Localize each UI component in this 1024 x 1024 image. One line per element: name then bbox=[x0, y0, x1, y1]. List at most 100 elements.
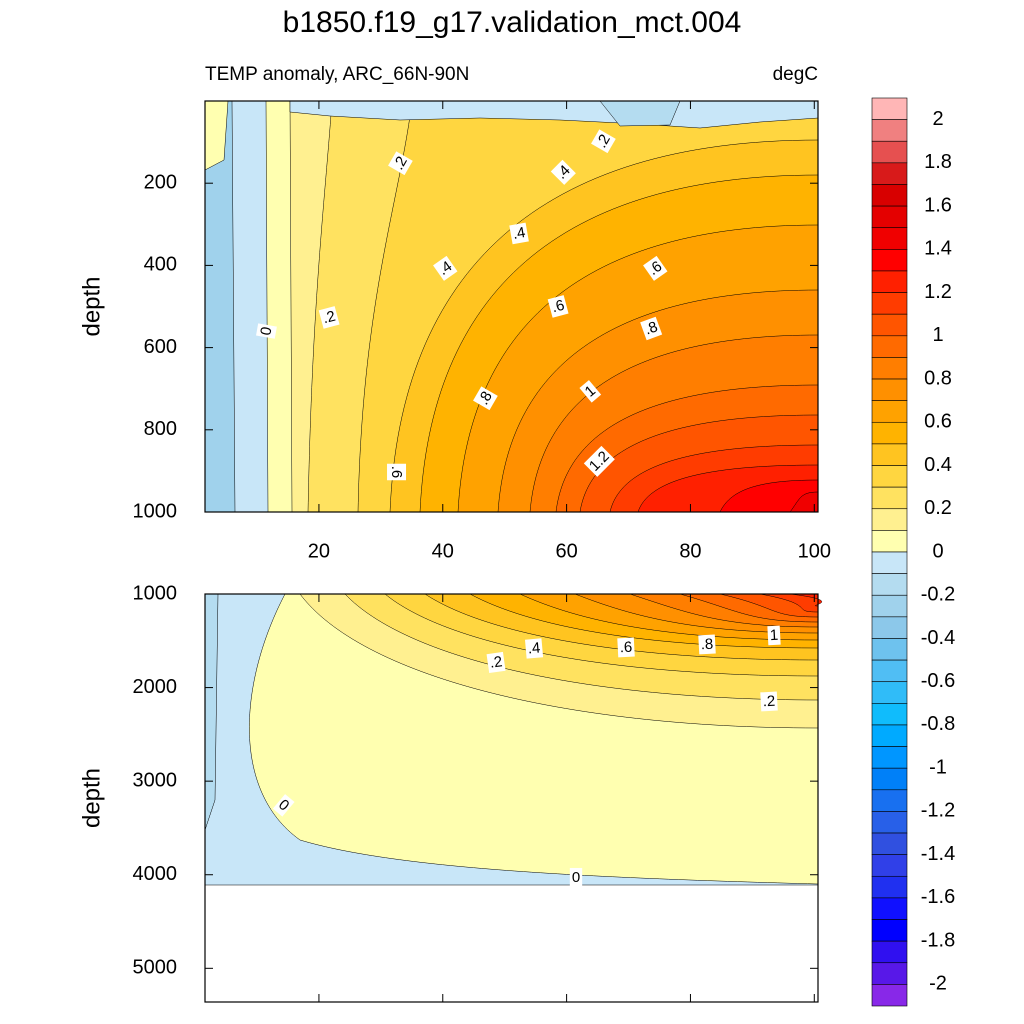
colorbar-label: 1.2 bbox=[924, 281, 952, 303]
colorbar-box bbox=[871, 940, 908, 964]
contour-label: .6 bbox=[387, 463, 407, 481]
colorbar-box bbox=[871, 140, 908, 164]
contour-label: .8 bbox=[473, 386, 498, 411]
x-tick-label: 20 bbox=[308, 540, 330, 562]
contour-label-bg bbox=[569, 867, 583, 887]
colorbar-box bbox=[871, 508, 908, 531]
y-tick-label: 2000 bbox=[133, 676, 178, 698]
colorbar-label: -1.8 bbox=[921, 929, 955, 951]
colorbar-label: 0.4 bbox=[924, 454, 952, 476]
colorbar-box bbox=[871, 573, 908, 596]
contour-label-bg bbox=[509, 222, 529, 245]
x-tick-label: 40 bbox=[432, 540, 454, 562]
subtitle-left: TEMP anomaly, ARC_66N-90N bbox=[205, 64, 469, 85]
colorbar-box bbox=[871, 443, 908, 466]
colorbar-box bbox=[871, 184, 908, 207]
contour-label-bg bbox=[318, 306, 340, 329]
contour-label: .8 bbox=[698, 634, 716, 655]
colorbar-box bbox=[871, 465, 908, 488]
plot-frame bbox=[204, 593, 819, 1003]
x-tick-label: 100 bbox=[798, 540, 831, 562]
colorbar-box bbox=[871, 292, 908, 315]
colorbar-label: -2 bbox=[929, 973, 947, 995]
colorbar-label: -1.6 bbox=[921, 886, 955, 908]
colorbar-box bbox=[871, 724, 908, 747]
colorbar-label: -0.8 bbox=[921, 713, 955, 735]
y-tick-label: 1000 bbox=[133, 500, 178, 522]
plot-frame bbox=[204, 100, 819, 513]
contour-label: .2 bbox=[760, 691, 778, 712]
colorbar-label: -0.2 bbox=[921, 584, 955, 606]
colorbar-box bbox=[871, 919, 908, 942]
contour-label-text: .8 bbox=[700, 636, 713, 654]
contour-label-bg bbox=[550, 159, 576, 185]
contour-label: .6 bbox=[643, 255, 668, 281]
contour-label-text: .6 bbox=[619, 639, 632, 657]
contour-label-bg bbox=[760, 691, 778, 712]
colorbar-label: 2 bbox=[932, 108, 943, 130]
contour-label-bg bbox=[591, 129, 616, 154]
subtitle-right: degC bbox=[773, 64, 818, 85]
contour-label: 1 bbox=[767, 625, 781, 646]
colorbar-box bbox=[871, 357, 908, 380]
contour-label-text: 1 bbox=[769, 627, 778, 644]
colorbar-box bbox=[871, 249, 908, 272]
contour-label: .6 bbox=[547, 295, 569, 318]
contour-label-bg bbox=[767, 625, 781, 646]
x-tick-label: 80 bbox=[679, 540, 701, 562]
colorbar-box bbox=[871, 746, 908, 769]
colorbar-box bbox=[871, 594, 908, 618]
contour-label-bg bbox=[583, 445, 615, 477]
colorbar-box bbox=[871, 97, 908, 120]
colorbar-label: -0.6 bbox=[921, 670, 955, 692]
y-axis-label: depth bbox=[78, 276, 105, 336]
colorbar-box bbox=[871, 486, 908, 510]
contour-label-text: .8 bbox=[642, 318, 660, 338]
contour-label-bg bbox=[387, 463, 407, 481]
colorbar-box bbox=[871, 875, 908, 899]
y-axis-label: depth bbox=[78, 768, 105, 828]
colorbar-box bbox=[871, 681, 908, 704]
colorbar-label: 0.2 bbox=[924, 497, 952, 519]
contour-fields bbox=[204, 100, 822, 886]
contour-label: .2 bbox=[591, 129, 616, 154]
colorbar-box bbox=[871, 616, 908, 639]
colorbar-label: 1.4 bbox=[924, 238, 952, 260]
colorbar-box bbox=[871, 703, 908, 726]
colorbar-box bbox=[871, 551, 908, 574]
contour-label: .2 bbox=[318, 306, 340, 329]
colorbar-label: -1.4 bbox=[921, 843, 955, 865]
contour-label: .4 bbox=[550, 159, 576, 185]
contour-label-text: .6 bbox=[550, 297, 566, 317]
contour-label-text: .2 bbox=[489, 653, 504, 672]
contour-label-bg bbox=[256, 323, 277, 339]
contour-label-text: .2 bbox=[762, 693, 775, 711]
colorbar-box bbox=[871, 659, 908, 683]
colorbar-box bbox=[871, 313, 908, 337]
y-tick-label: 5000 bbox=[133, 957, 178, 979]
contour-label: 0 bbox=[256, 323, 277, 339]
contour-label-text: .4 bbox=[511, 224, 526, 243]
contour-label-text: .6 bbox=[388, 466, 405, 479]
colorbar-label: -1.2 bbox=[921, 800, 955, 822]
y-tick-label: 400 bbox=[144, 254, 177, 276]
colorbar-box bbox=[871, 530, 908, 553]
colorbar-label: -1 bbox=[929, 756, 947, 778]
contour-label-bg bbox=[486, 651, 506, 674]
colorbar-box bbox=[871, 811, 908, 834]
colorbar-label: 0 bbox=[932, 540, 943, 562]
contour-label: .6 bbox=[617, 637, 635, 658]
y-tick-label: 800 bbox=[144, 418, 177, 440]
contour-label-bg bbox=[433, 255, 458, 281]
colorbar-box bbox=[871, 897, 908, 920]
y-tick-label: 600 bbox=[144, 336, 177, 358]
y-tick-label: 3000 bbox=[133, 769, 178, 791]
colorbar-box bbox=[871, 400, 908, 423]
contour-label-text: 0 bbox=[572, 869, 580, 886]
colorbar-box bbox=[871, 205, 908, 229]
contour-label-bg bbox=[579, 380, 602, 403]
colorbar-box bbox=[871, 378, 908, 401]
colorbar-label: 1.8 bbox=[924, 151, 952, 173]
